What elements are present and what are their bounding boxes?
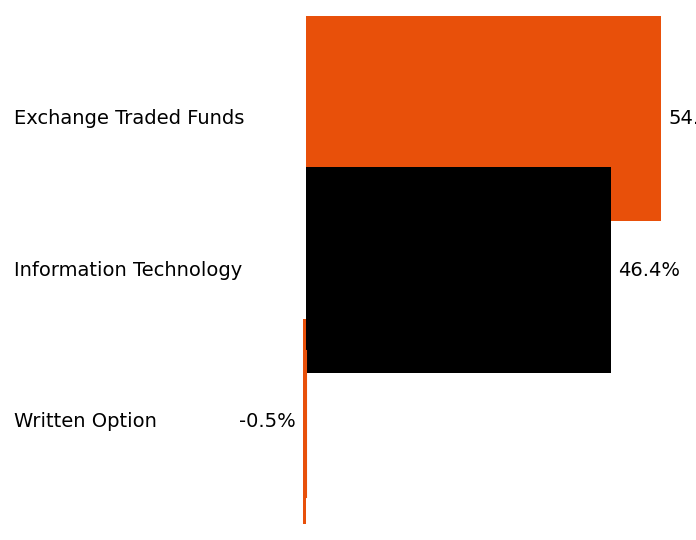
Bar <box>306 167 610 373</box>
Bar <box>306 16 661 221</box>
Text: Exchange Traded Funds: Exchange Traded Funds <box>14 109 244 129</box>
Text: Information Technology: Information Technology <box>14 260 242 280</box>
Text: -0.5%: -0.5% <box>239 411 296 431</box>
Text: 46.4%: 46.4% <box>617 260 679 280</box>
Text: 54.1%: 54.1% <box>668 109 696 129</box>
Bar <box>303 319 306 524</box>
Text: Written Option: Written Option <box>14 411 157 431</box>
